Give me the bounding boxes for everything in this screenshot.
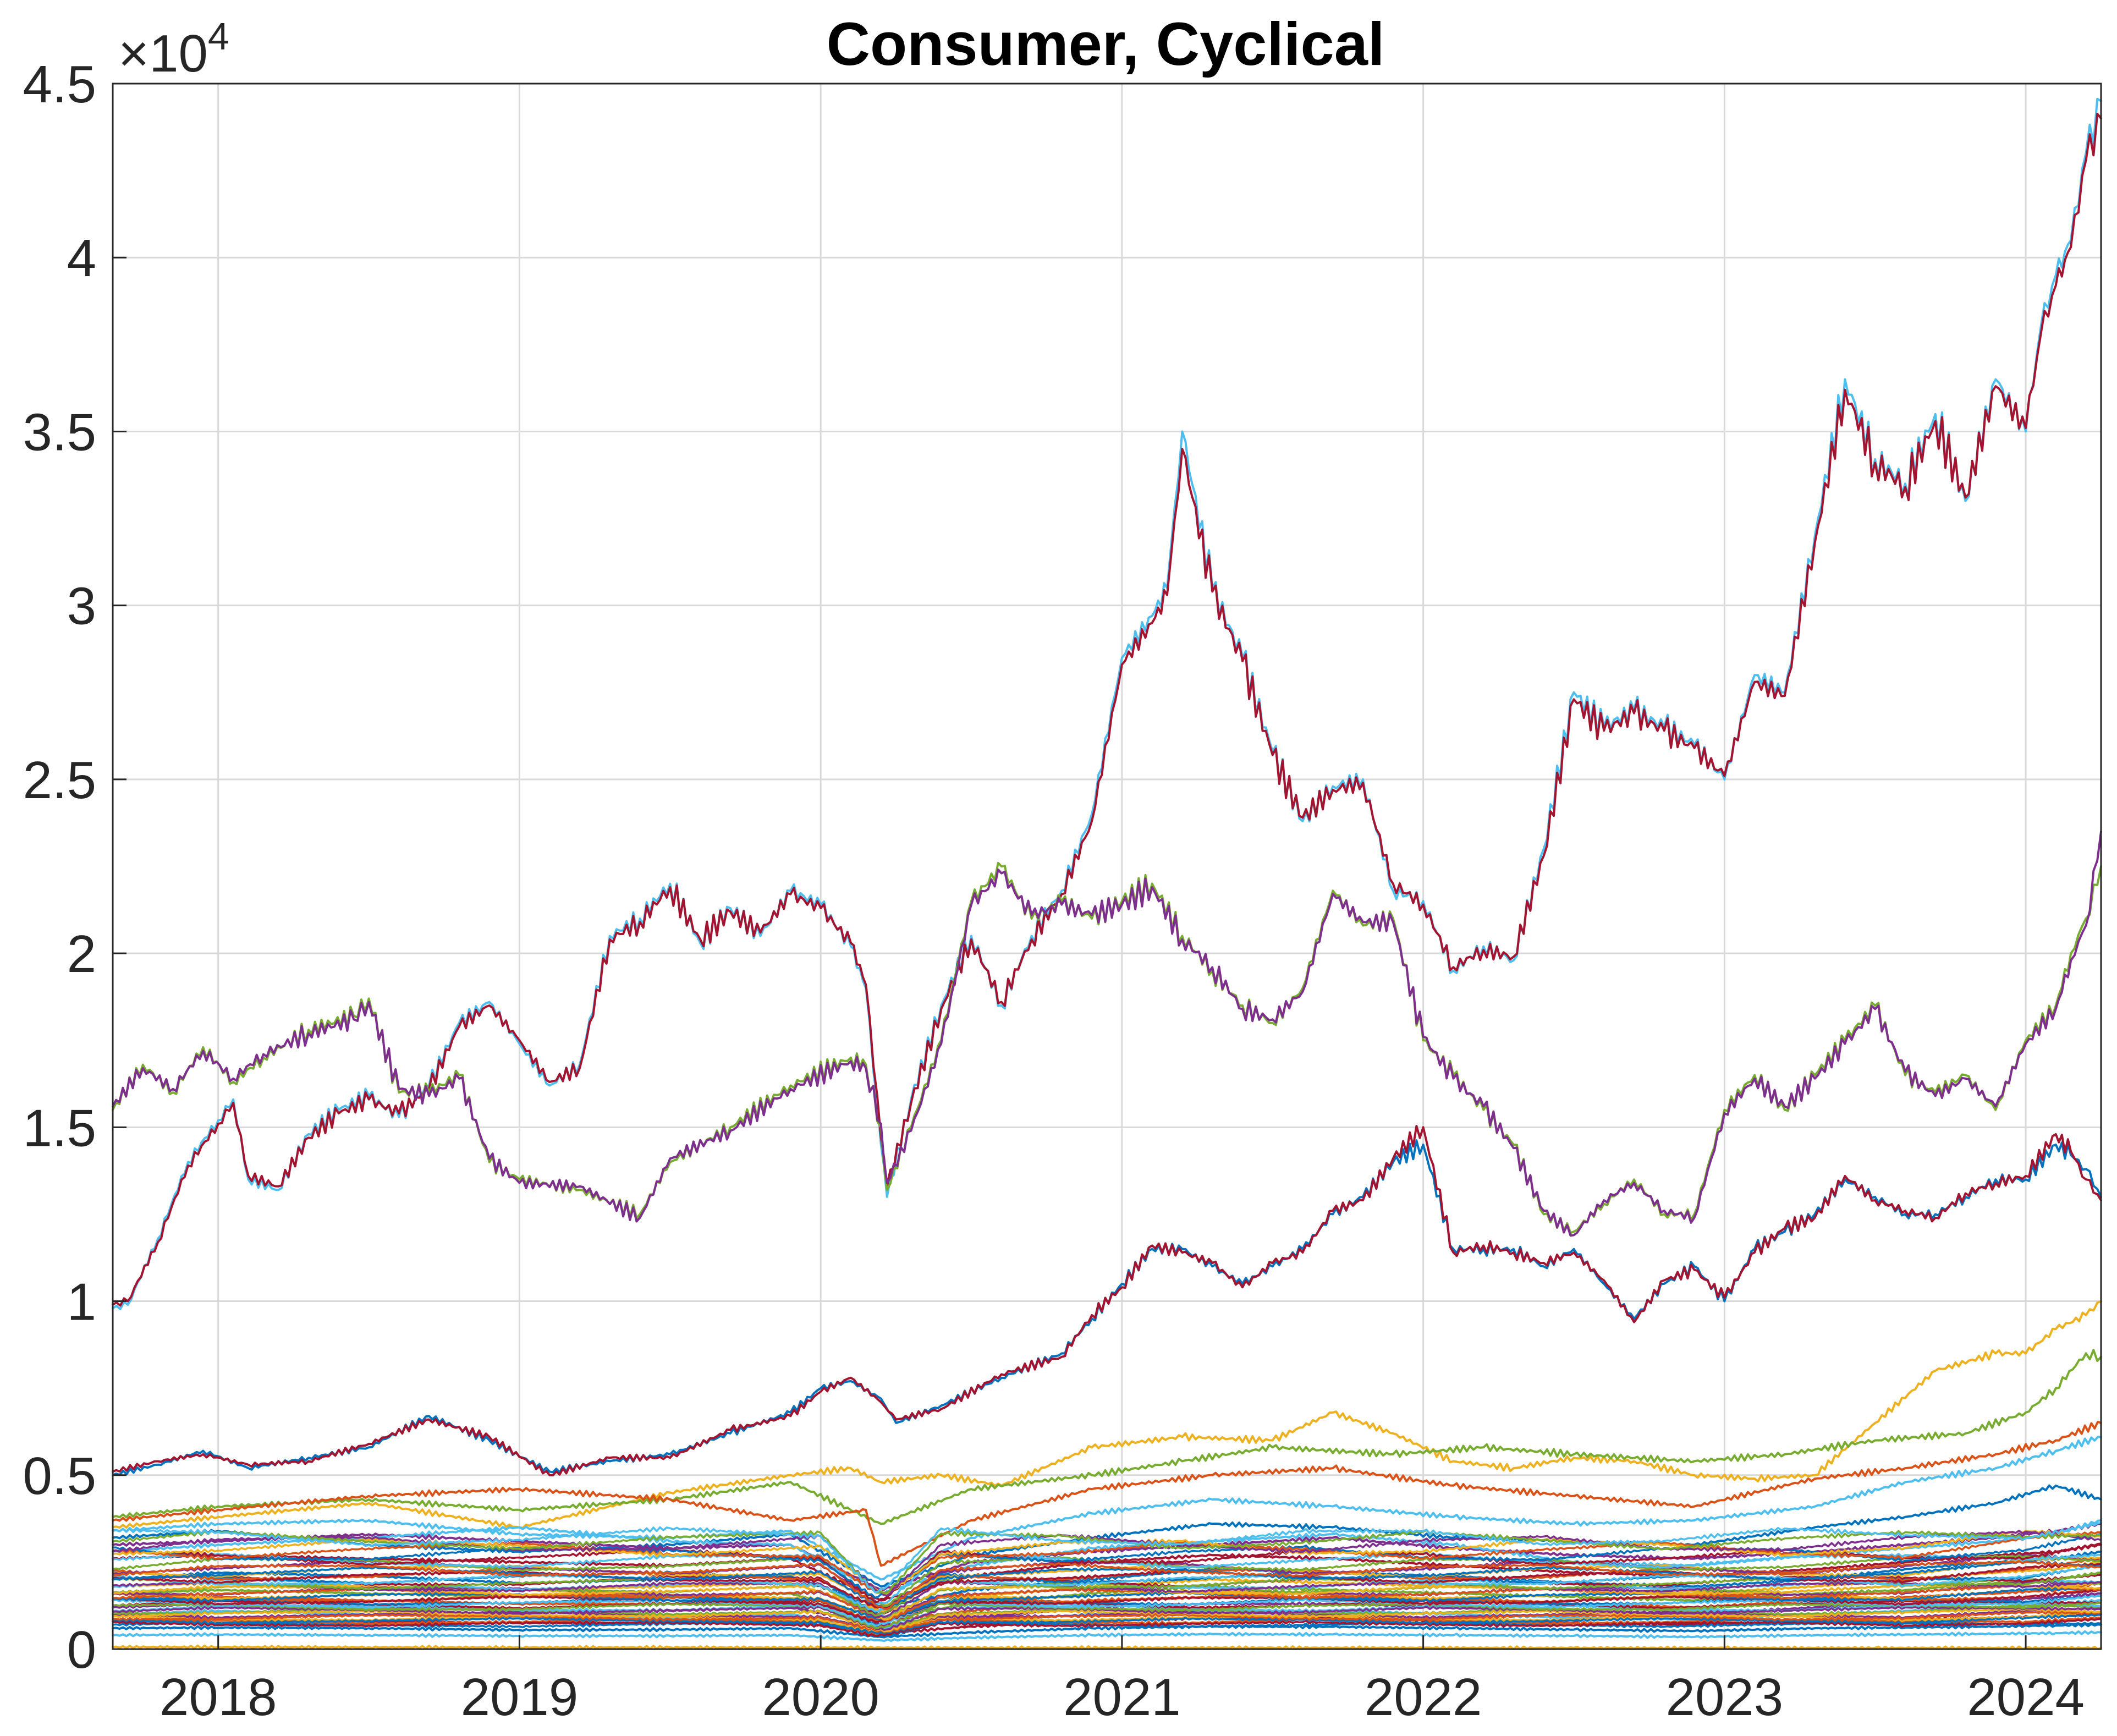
y-axis-exponent-base: ×10 [118,24,208,83]
series-line-23 [112,1630,2102,1642]
series-line-11 [112,1484,2102,1588]
background-series-line [112,1529,2102,1597]
grid-lines [113,83,2101,1650]
y-axis-exponent-power: 4 [208,15,229,58]
background-series-line [112,1522,2102,1594]
background-series-line [112,1580,2102,1619]
background-series-line [112,1607,2102,1633]
x-tick-label: 2020 [762,1668,879,1727]
series-line-4 [112,830,2102,1237]
y-axis-exponent-label: ×104 [118,15,229,83]
y-tick-label: 3 [67,577,96,636]
series-line-22 [112,1622,2102,1639]
background-series-line [112,1613,2102,1635]
chart-title: Consumer, Cyclical [827,10,1385,78]
x-tick-label: 2024 [1967,1668,2085,1727]
series-line-10 [112,1436,2102,1581]
background-series-line [112,1610,2102,1633]
y-tick-label: 1 [67,1273,96,1332]
background-series-line [112,1529,2102,1595]
background-series-line [112,1602,2102,1629]
y-tick-label: 0 [67,1620,96,1679]
x-tick-label: 2022 [1365,1668,1482,1727]
x-tick-label: 2023 [1666,1668,1784,1727]
axes [112,83,2102,1650]
series-line-8 [112,1349,2102,1525]
series-line-2 [112,112,2102,1307]
series-layer [112,97,2102,1650]
series-line-9 [112,1420,2102,1567]
x-tick-label: 2018 [160,1668,277,1727]
background-series-line [112,1605,2102,1631]
background-series-line [112,1560,2102,1611]
y-tick-label: 1.5 [23,1098,96,1157]
x-tick-label: 2019 [461,1668,579,1727]
series-line-1 [112,97,2102,1310]
y-tick-label: 3.5 [23,403,96,462]
y-tick-label: 2 [67,925,96,984]
x-tick-label: 2021 [1063,1668,1181,1727]
background-series-line [112,1594,2102,1627]
y-tick-label: 4.5 [23,55,96,114]
background-series-line [112,1587,2102,1622]
y-tick-label: 2.5 [23,751,96,810]
background-series-line [112,1618,2102,1638]
series-line-24 [112,1644,2102,1650]
series-line-6 [112,1125,2102,1476]
background-series-line [112,1564,2102,1613]
y-tick-label: 4 [67,229,96,288]
series-line-7 [112,1300,2102,1529]
tick-labels: 2018 2019 2020 2021 2022 2023 2024 0 0.5 1 1.5 2 2.5… [23,55,2085,1727]
plot-frame [112,83,2102,1650]
background-series-line [112,1542,2102,1603]
y-tick-label: 0.5 [23,1447,96,1506]
